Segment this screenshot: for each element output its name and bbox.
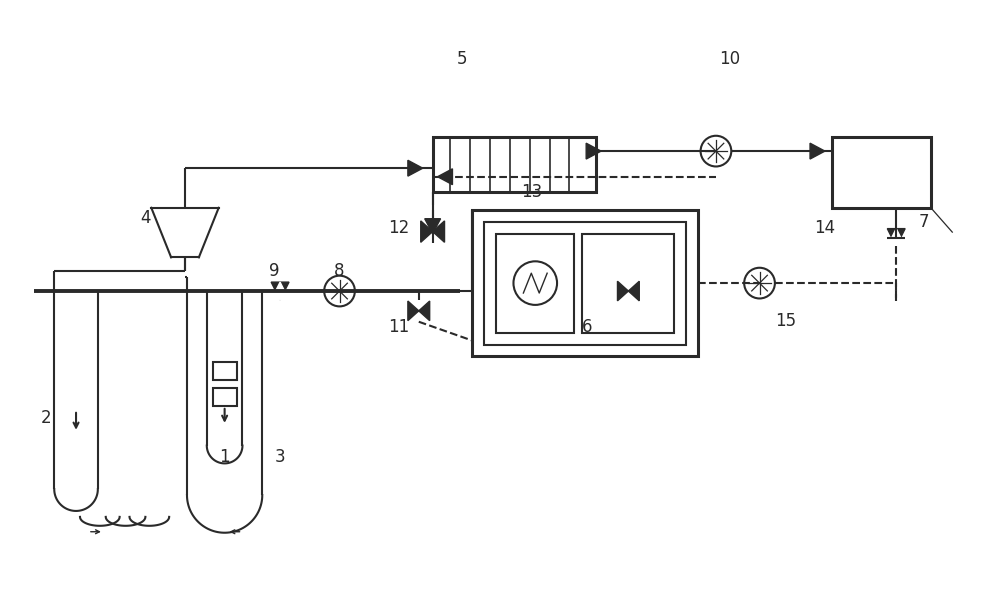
Text: 10: 10 <box>719 50 740 68</box>
Polygon shape <box>586 143 601 159</box>
Text: 13: 13 <box>521 183 542 201</box>
Text: 12: 12 <box>388 219 410 237</box>
Bar <box>496 234 574 333</box>
Text: 14: 14 <box>814 219 835 237</box>
Polygon shape <box>887 229 905 246</box>
Bar <box>582 234 674 333</box>
Polygon shape <box>810 143 825 159</box>
Text: 9: 9 <box>269 262 279 280</box>
Text: 8: 8 <box>334 262 345 280</box>
Bar <box>433 137 596 192</box>
Text: 15: 15 <box>775 312 796 330</box>
Polygon shape <box>887 229 905 246</box>
Polygon shape <box>421 221 433 242</box>
Polygon shape <box>271 282 289 300</box>
Text: 4: 4 <box>140 209 151 227</box>
Bar <box>484 221 686 345</box>
Text: 11: 11 <box>388 317 410 336</box>
Text: 6: 6 <box>582 317 592 336</box>
Text: 2: 2 <box>41 409 52 427</box>
Polygon shape <box>617 281 628 301</box>
Bar <box>832 137 931 208</box>
Text: 5: 5 <box>457 50 468 68</box>
Polygon shape <box>271 282 289 300</box>
Text: 1: 1 <box>219 448 230 466</box>
Polygon shape <box>438 169 452 184</box>
Polygon shape <box>408 301 419 320</box>
Polygon shape <box>433 221 445 242</box>
Bar <box>213 388 237 406</box>
Text: 3: 3 <box>275 448 285 466</box>
Bar <box>213 362 237 380</box>
Polygon shape <box>628 281 639 301</box>
Polygon shape <box>419 301 430 320</box>
Text: 7: 7 <box>919 213 929 231</box>
Polygon shape <box>408 160 423 176</box>
Polygon shape <box>425 219 441 234</box>
Bar <box>472 210 698 356</box>
